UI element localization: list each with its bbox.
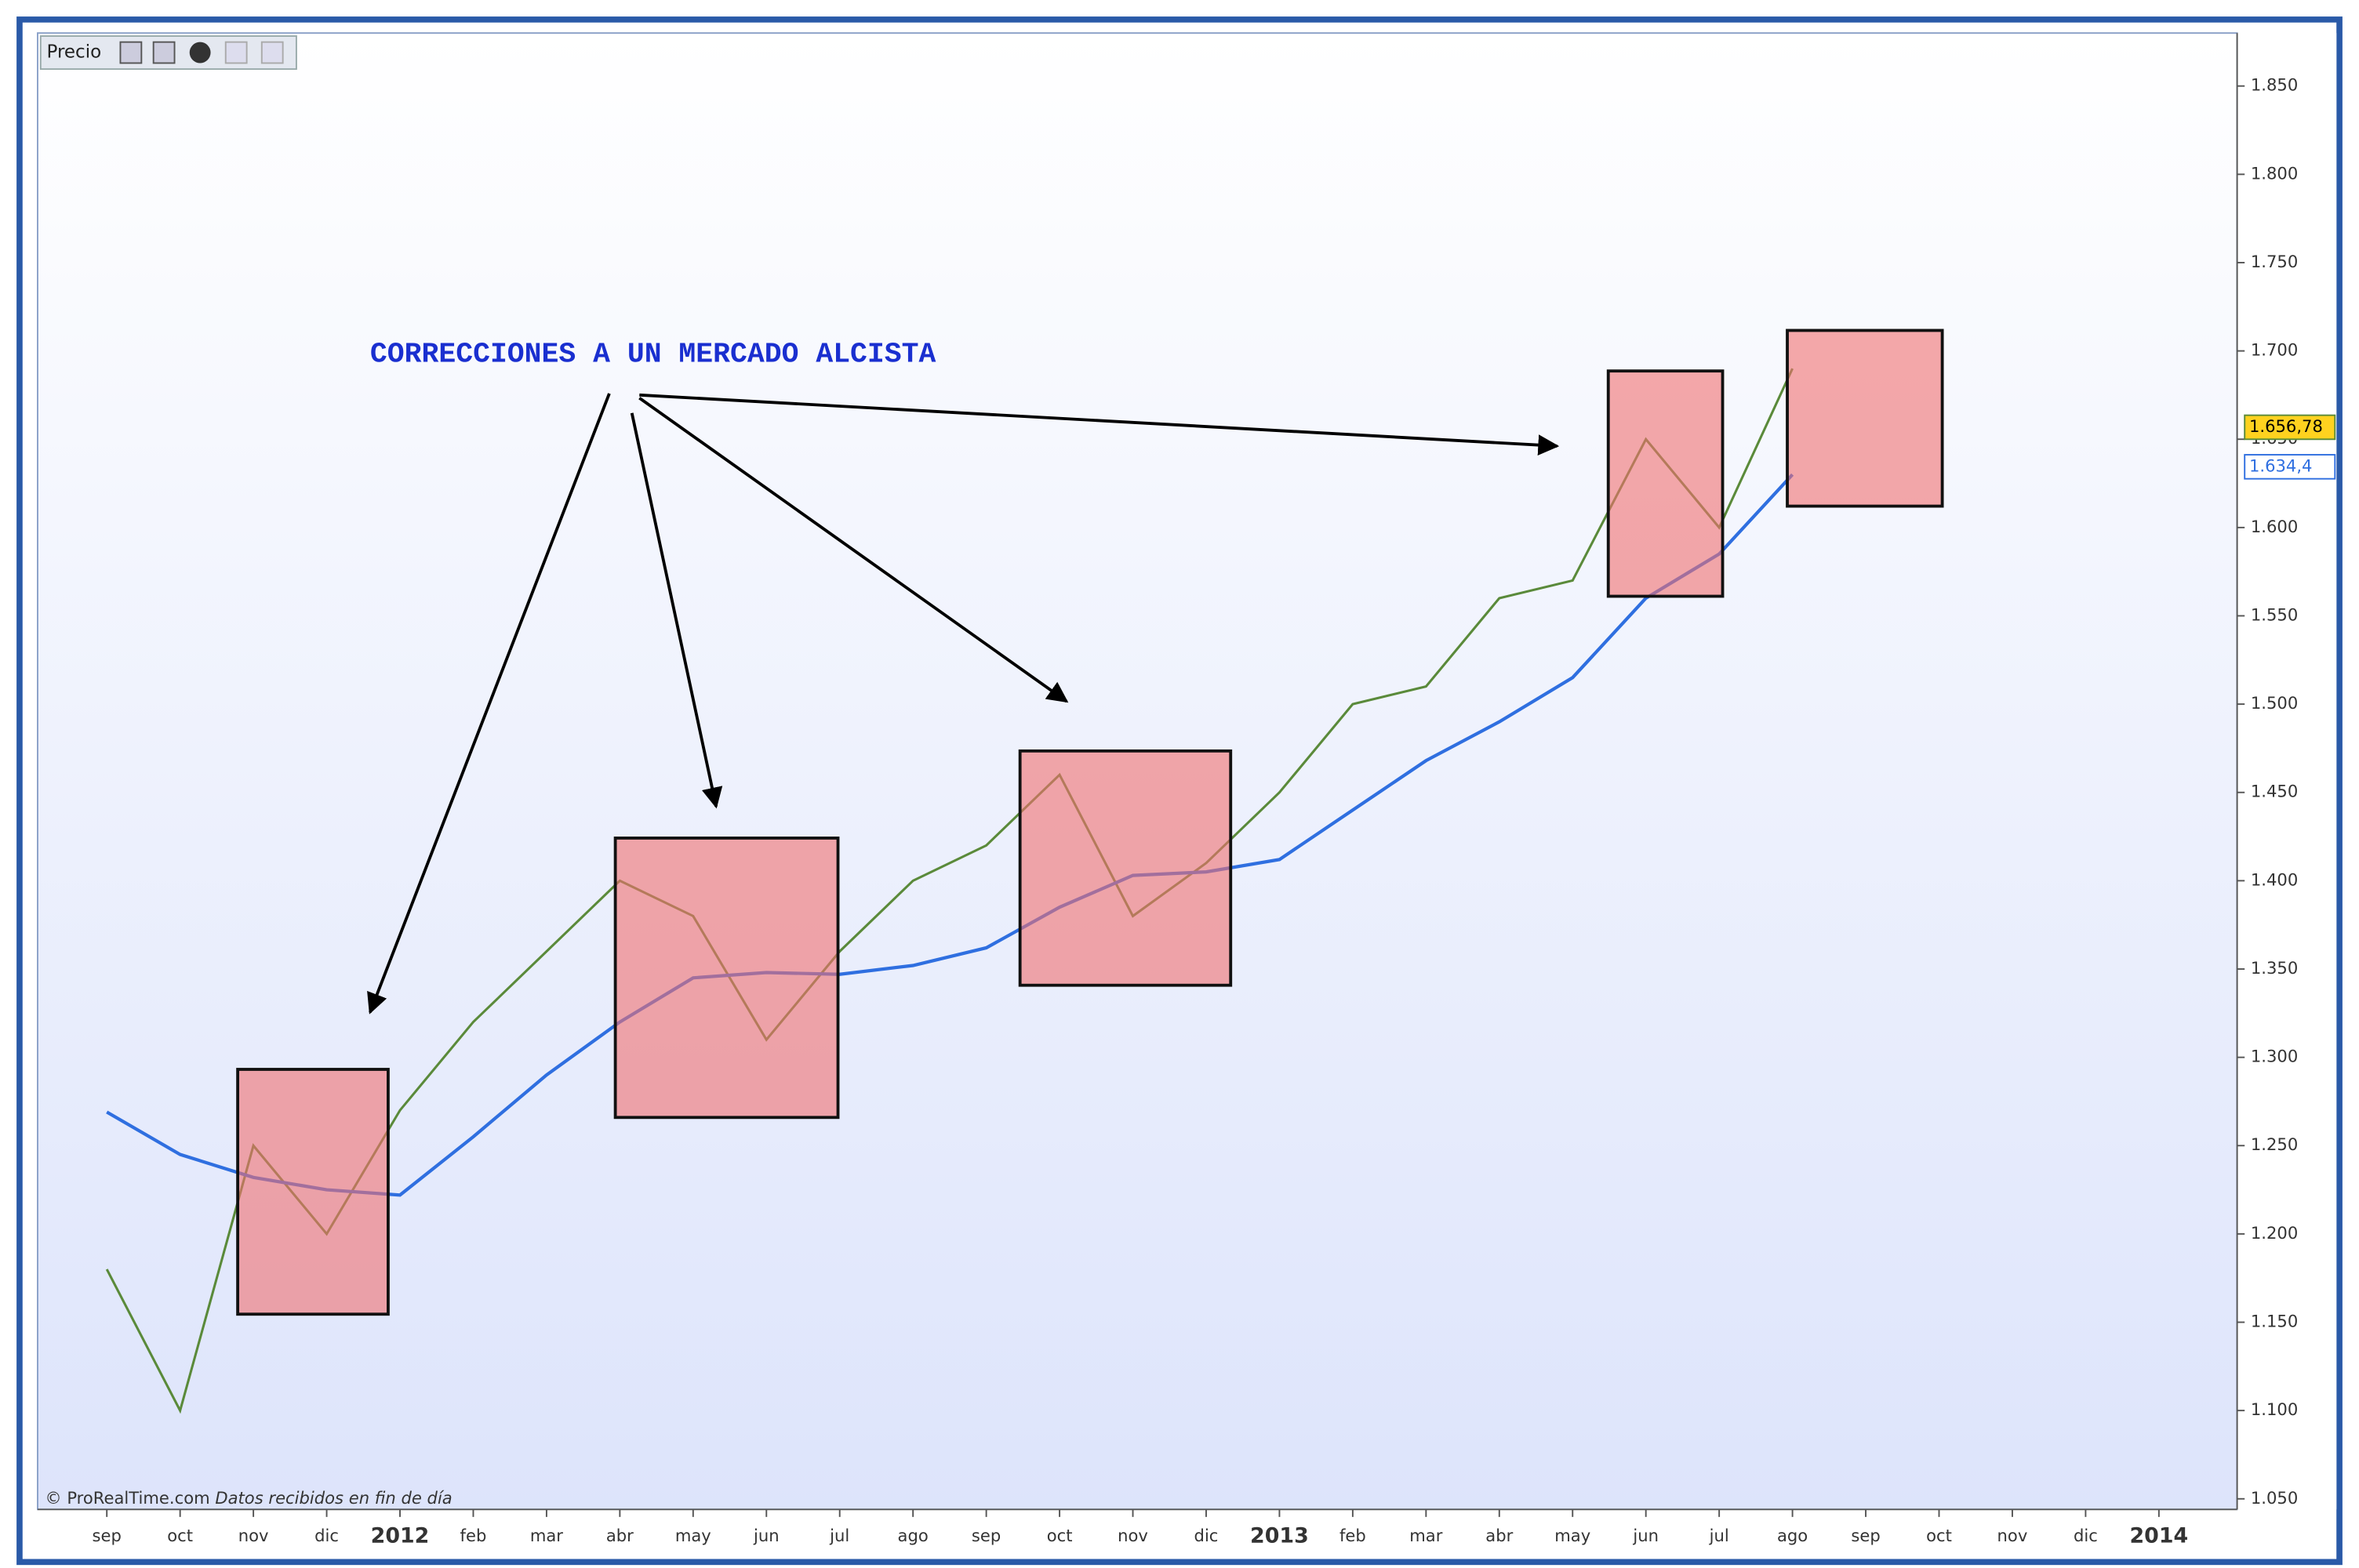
x-tick-label: jul: [829, 1526, 849, 1545]
y-tick-label: 1.600: [2251, 517, 2298, 536]
x-tick-label: mar: [1409, 1526, 1442, 1545]
x-tick-label: 2014: [2129, 1523, 2188, 1548]
y-tick-label: 1.850: [2251, 75, 2298, 95]
x-tick-label: ago: [1777, 1526, 1808, 1545]
x-tick-label: oct: [1047, 1526, 1073, 1545]
y-tick-label: 1.500: [2251, 693, 2298, 713]
x-tick-label: nov: [1118, 1526, 1148, 1545]
x-axis-area: [37, 1509, 2237, 1555]
x-tick-label: dic: [1194, 1526, 1219, 1545]
x-tick-label: feb: [1339, 1526, 1366, 1545]
arrow: [630, 412, 723, 809]
x-tick-label: oct: [1926, 1526, 1952, 1545]
x-tick-label: abr: [606, 1526, 634, 1545]
x-tick-label: dic: [314, 1526, 339, 1545]
y-tick-label: 1.450: [2251, 782, 2298, 801]
last-value-label: 1.656,78: [2249, 416, 2323, 436]
x-tick-label: jun: [1632, 1526, 1659, 1545]
x-tick-label: jun: [753, 1526, 780, 1545]
window-frame: [16, 16, 2343, 1566]
y-tick-label: 1.250: [2251, 1134, 2298, 1154]
correction-box: [613, 837, 840, 1120]
x-tick-label: sep: [93, 1526, 122, 1545]
y-tick-label: 1.200: [2251, 1223, 2298, 1243]
arrows: [367, 393, 1560, 1014]
tool-icon[interactable]: [260, 41, 284, 64]
y-tick-label: 1.550: [2251, 605, 2298, 625]
x-tick-label: jul: [1709, 1526, 1729, 1545]
x-tick-label: nov: [1997, 1526, 2028, 1545]
x-tick-label: ago: [898, 1526, 929, 1545]
y-tick-label: 1.100: [2251, 1399, 2298, 1419]
y-axis-area: [2237, 33, 2337, 1510]
tool-icon[interactable]: [152, 41, 176, 64]
tool-icon[interactable]: [119, 41, 143, 64]
x-tick-label: 2012: [371, 1523, 430, 1548]
correction-box: [1606, 369, 1725, 598]
correction-boxes: [236, 328, 1944, 1316]
y-tick-label: 1.400: [2251, 869, 2298, 889]
x-tick-label: sep: [972, 1526, 1001, 1545]
source-name: © ProRealTime.com: [45, 1488, 210, 1508]
x-tick-label: feb: [460, 1526, 487, 1545]
y-tick-label: 1.700: [2251, 340, 2298, 360]
last-value-box: [2244, 414, 2336, 441]
source-note: Datos recibidos en fin de día: [215, 1488, 452, 1508]
x-tick-label: dic: [2074, 1526, 2098, 1545]
y-tick-label: 1.350: [2251, 958, 2298, 978]
last-value-box: [2244, 454, 2336, 480]
y-tick-label: 1.050: [2251, 1488, 2298, 1508]
x-tick-label: nov: [238, 1526, 269, 1545]
y-tick-label: 1.150: [2251, 1312, 2298, 1331]
tool-icon[interactable]: [224, 41, 248, 64]
correction-box: [1018, 749, 1233, 987]
annotation: CORRECCIONES A UN MERCADO ALCISTA: [370, 339, 936, 371]
x-tick-label: may: [675, 1526, 711, 1545]
source: © ProRealTime.com Datos recibidos en fin…: [45, 1488, 453, 1508]
y-tick-label: 1.300: [2251, 1047, 2298, 1066]
arrow: [638, 397, 1069, 703]
x-tick-label: may: [1554, 1526, 1590, 1545]
last-value-label: 1.634,4: [2249, 456, 2313, 475]
correction-box: [236, 1068, 390, 1316]
correction-box: [1786, 328, 1944, 508]
arrow: [639, 393, 1560, 456]
x-tick-label: abr: [1485, 1526, 1513, 1545]
x-tick-label: sep: [1851, 1526, 1880, 1545]
toolbar: Precio: [39, 35, 297, 71]
x-tick-label: 2013: [1250, 1523, 1309, 1548]
y-tick-label: 1.750: [2251, 252, 2298, 271]
close-icon[interactable]: [189, 42, 211, 64]
y-tick-label: 1.800: [2251, 163, 2298, 183]
arrow: [367, 393, 611, 1014]
toolbar-label: Precio: [46, 42, 101, 63]
x-tick-label: mar: [530, 1526, 563, 1545]
x-tick-label: oct: [167, 1526, 193, 1545]
